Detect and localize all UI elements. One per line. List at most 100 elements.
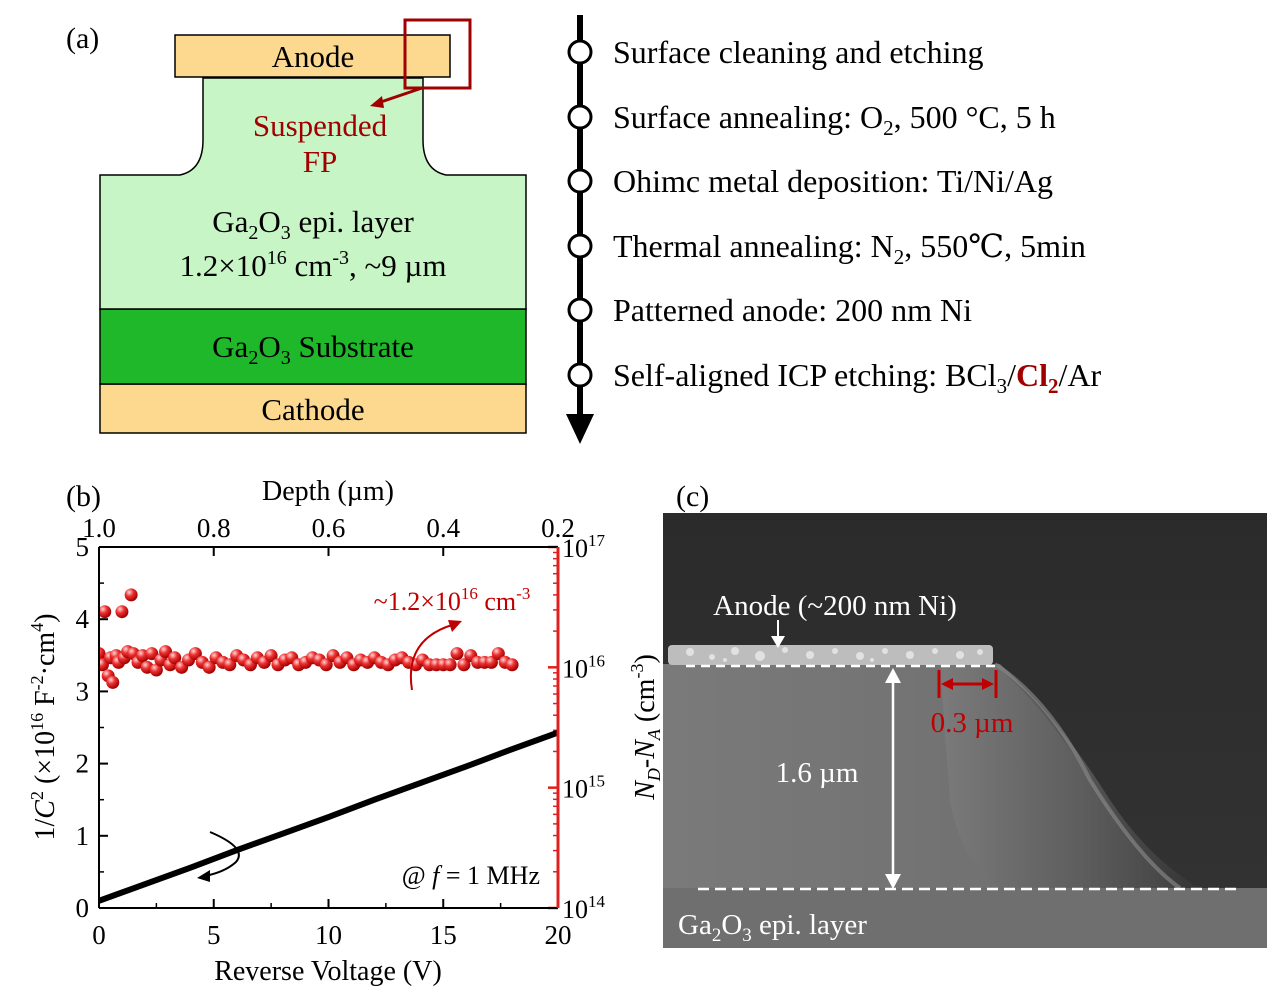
y-right-tick-label: 1016 xyxy=(562,651,605,683)
doping-point xyxy=(106,675,120,689)
width-arrow-right-head xyxy=(982,678,994,690)
epi-layer xyxy=(99,77,527,310)
panel-a: (a) Anode Suspended FP Ga2O3 epi. layer … xyxy=(66,18,527,434)
y-left-tick-label: 2 xyxy=(76,749,90,779)
doping-point xyxy=(223,658,237,672)
x-tick-label: 20 xyxy=(545,920,572,950)
fp-arrow-line xyxy=(377,86,423,105)
doping-point xyxy=(99,647,106,661)
width-arrow-left-head xyxy=(941,678,953,690)
step-node xyxy=(567,39,593,65)
doping-point xyxy=(443,658,457,672)
top-tick-label: 1.0 xyxy=(82,513,116,543)
step-node xyxy=(567,104,593,130)
y-left-tick-label: 3 xyxy=(76,676,90,706)
sem-anode-label: Anode (~200 nm Ni) xyxy=(713,590,957,622)
fp-text: FP xyxy=(303,144,337,179)
panel-a-label: (a) xyxy=(66,22,99,55)
doping-point xyxy=(505,658,519,672)
epi-layer-text: Ga2O3 epi. layer xyxy=(212,204,414,244)
doping-point xyxy=(159,645,173,659)
y-left-tick-label: 5 xyxy=(76,532,90,562)
y-left-tick-label: 4 xyxy=(76,604,90,634)
doping-point xyxy=(484,655,498,669)
x-tick-label: 0 xyxy=(92,920,106,950)
suspended-text: Suspended xyxy=(253,108,388,143)
y-right-tick-label: 1014 xyxy=(562,892,606,924)
panel-c-label: (c) xyxy=(676,480,709,513)
y-left-tick-label: 1 xyxy=(76,821,90,851)
width-label: 0.3 µm xyxy=(931,707,1014,739)
step-4-text: Thermal annealing: N2, 550℃, 5min xyxy=(613,228,1086,269)
step-6-text: Self-aligned ICP etching: BCl3/Cl2/Ar xyxy=(613,357,1102,398)
doping-point xyxy=(188,647,202,661)
doping-point xyxy=(115,605,129,619)
x-tick-label: 5 xyxy=(207,920,221,950)
anode-arrow-head xyxy=(771,636,785,648)
substrate-text: Ga2O3 Substrate xyxy=(212,329,414,369)
doping-point xyxy=(149,663,163,677)
top-tick-label: 0.4 xyxy=(426,513,460,543)
right-axis-arrow xyxy=(409,624,453,691)
anode-text: Anode xyxy=(272,39,355,74)
left-axis-arrow-head xyxy=(197,870,210,882)
panel-c: (c) Anode (~200 nm Ni) xyxy=(663,480,1267,948)
panel-b: (b) Depth (µm) 1.0 0.8 0.6 0.4 0.2 0 1 2 3 4 5 10… xyxy=(27,476,664,987)
doping-point xyxy=(319,658,333,672)
x-tick-label: 15 xyxy=(430,920,457,950)
height-arrow-top xyxy=(885,668,901,683)
process-flow: Surface cleaning and etching Surface ann… xyxy=(566,15,1102,444)
y-right-tick-label: 1015 xyxy=(562,772,605,804)
c2-line xyxy=(99,729,558,904)
panel-b-label: (b) xyxy=(66,480,101,513)
cathode-layer xyxy=(99,383,527,434)
bottom-axis-ticks: 0 5 10 15 20 xyxy=(92,899,572,950)
fp-highlight-box xyxy=(403,18,472,90)
doping-point xyxy=(264,649,278,663)
step-node xyxy=(567,297,593,323)
step-3-text: Ohimc metal deposition: Ti/Ni/Ag xyxy=(613,163,1053,199)
step-node xyxy=(567,168,593,194)
height-arrow-bottom xyxy=(885,874,901,889)
step-node xyxy=(567,233,593,259)
top-tick-label: 0.2 xyxy=(541,513,575,543)
doping-point xyxy=(124,588,138,602)
sem-epi-label: Ga2O3 epi. layer xyxy=(678,909,867,946)
doping-point xyxy=(457,658,471,672)
top-axis-title: Depth (µm) xyxy=(262,476,394,507)
doping-point xyxy=(491,647,505,661)
doping-point xyxy=(99,605,112,619)
top-tick-label: 0.6 xyxy=(312,513,346,543)
substrate-layer xyxy=(99,308,527,385)
c2-line-series xyxy=(99,729,558,904)
epi-doping-text: 1.2×1016 cm-3, ~9 µm xyxy=(179,247,446,283)
right-axis-arrow-head xyxy=(448,620,462,632)
height-label: 1.6 µm xyxy=(776,757,859,789)
left-axis-arrow xyxy=(204,831,240,877)
timeline-arrowhead xyxy=(566,414,594,444)
left-axis-title: 1/C2 (×1016 F-2·cm4) xyxy=(27,613,61,840)
step-2-text: Surface annealing: O2, 500 °C, 5 h xyxy=(613,99,1056,140)
bottom-axis-title: Reverse Voltage (V) xyxy=(214,956,442,987)
y-left-tick-label: 0 xyxy=(76,893,90,923)
doping-annotation: ~1.2×1016 cm-3 xyxy=(374,584,531,616)
right-axis-title: ND-NA (cm-3) xyxy=(627,654,664,801)
doping-point xyxy=(145,647,159,661)
doping-point xyxy=(450,647,464,661)
step-5-text: Patterned anode: 200 nm Ni xyxy=(613,292,972,328)
step-node xyxy=(567,362,593,388)
x-tick-label: 10 xyxy=(315,920,342,950)
y-right-tick-label: 1017 xyxy=(562,531,606,563)
left-axis-ticks: 0 1 2 3 4 5 xyxy=(76,532,108,923)
frequency-label: @ f = 1 MHz xyxy=(402,861,540,890)
cathode-text: Cathode xyxy=(261,392,364,427)
fp-arrow-head xyxy=(370,96,384,108)
doping-point xyxy=(202,660,216,674)
doping-point xyxy=(168,651,182,665)
doping-scatter-series xyxy=(99,588,519,689)
step-1-text: Surface cleaning and etching xyxy=(613,34,984,70)
sem-image xyxy=(663,513,1267,948)
top-tick-label: 0.8 xyxy=(197,513,231,543)
top-axis-ticks: 1.0 0.8 0.6 0.4 0.2 xyxy=(82,513,575,556)
